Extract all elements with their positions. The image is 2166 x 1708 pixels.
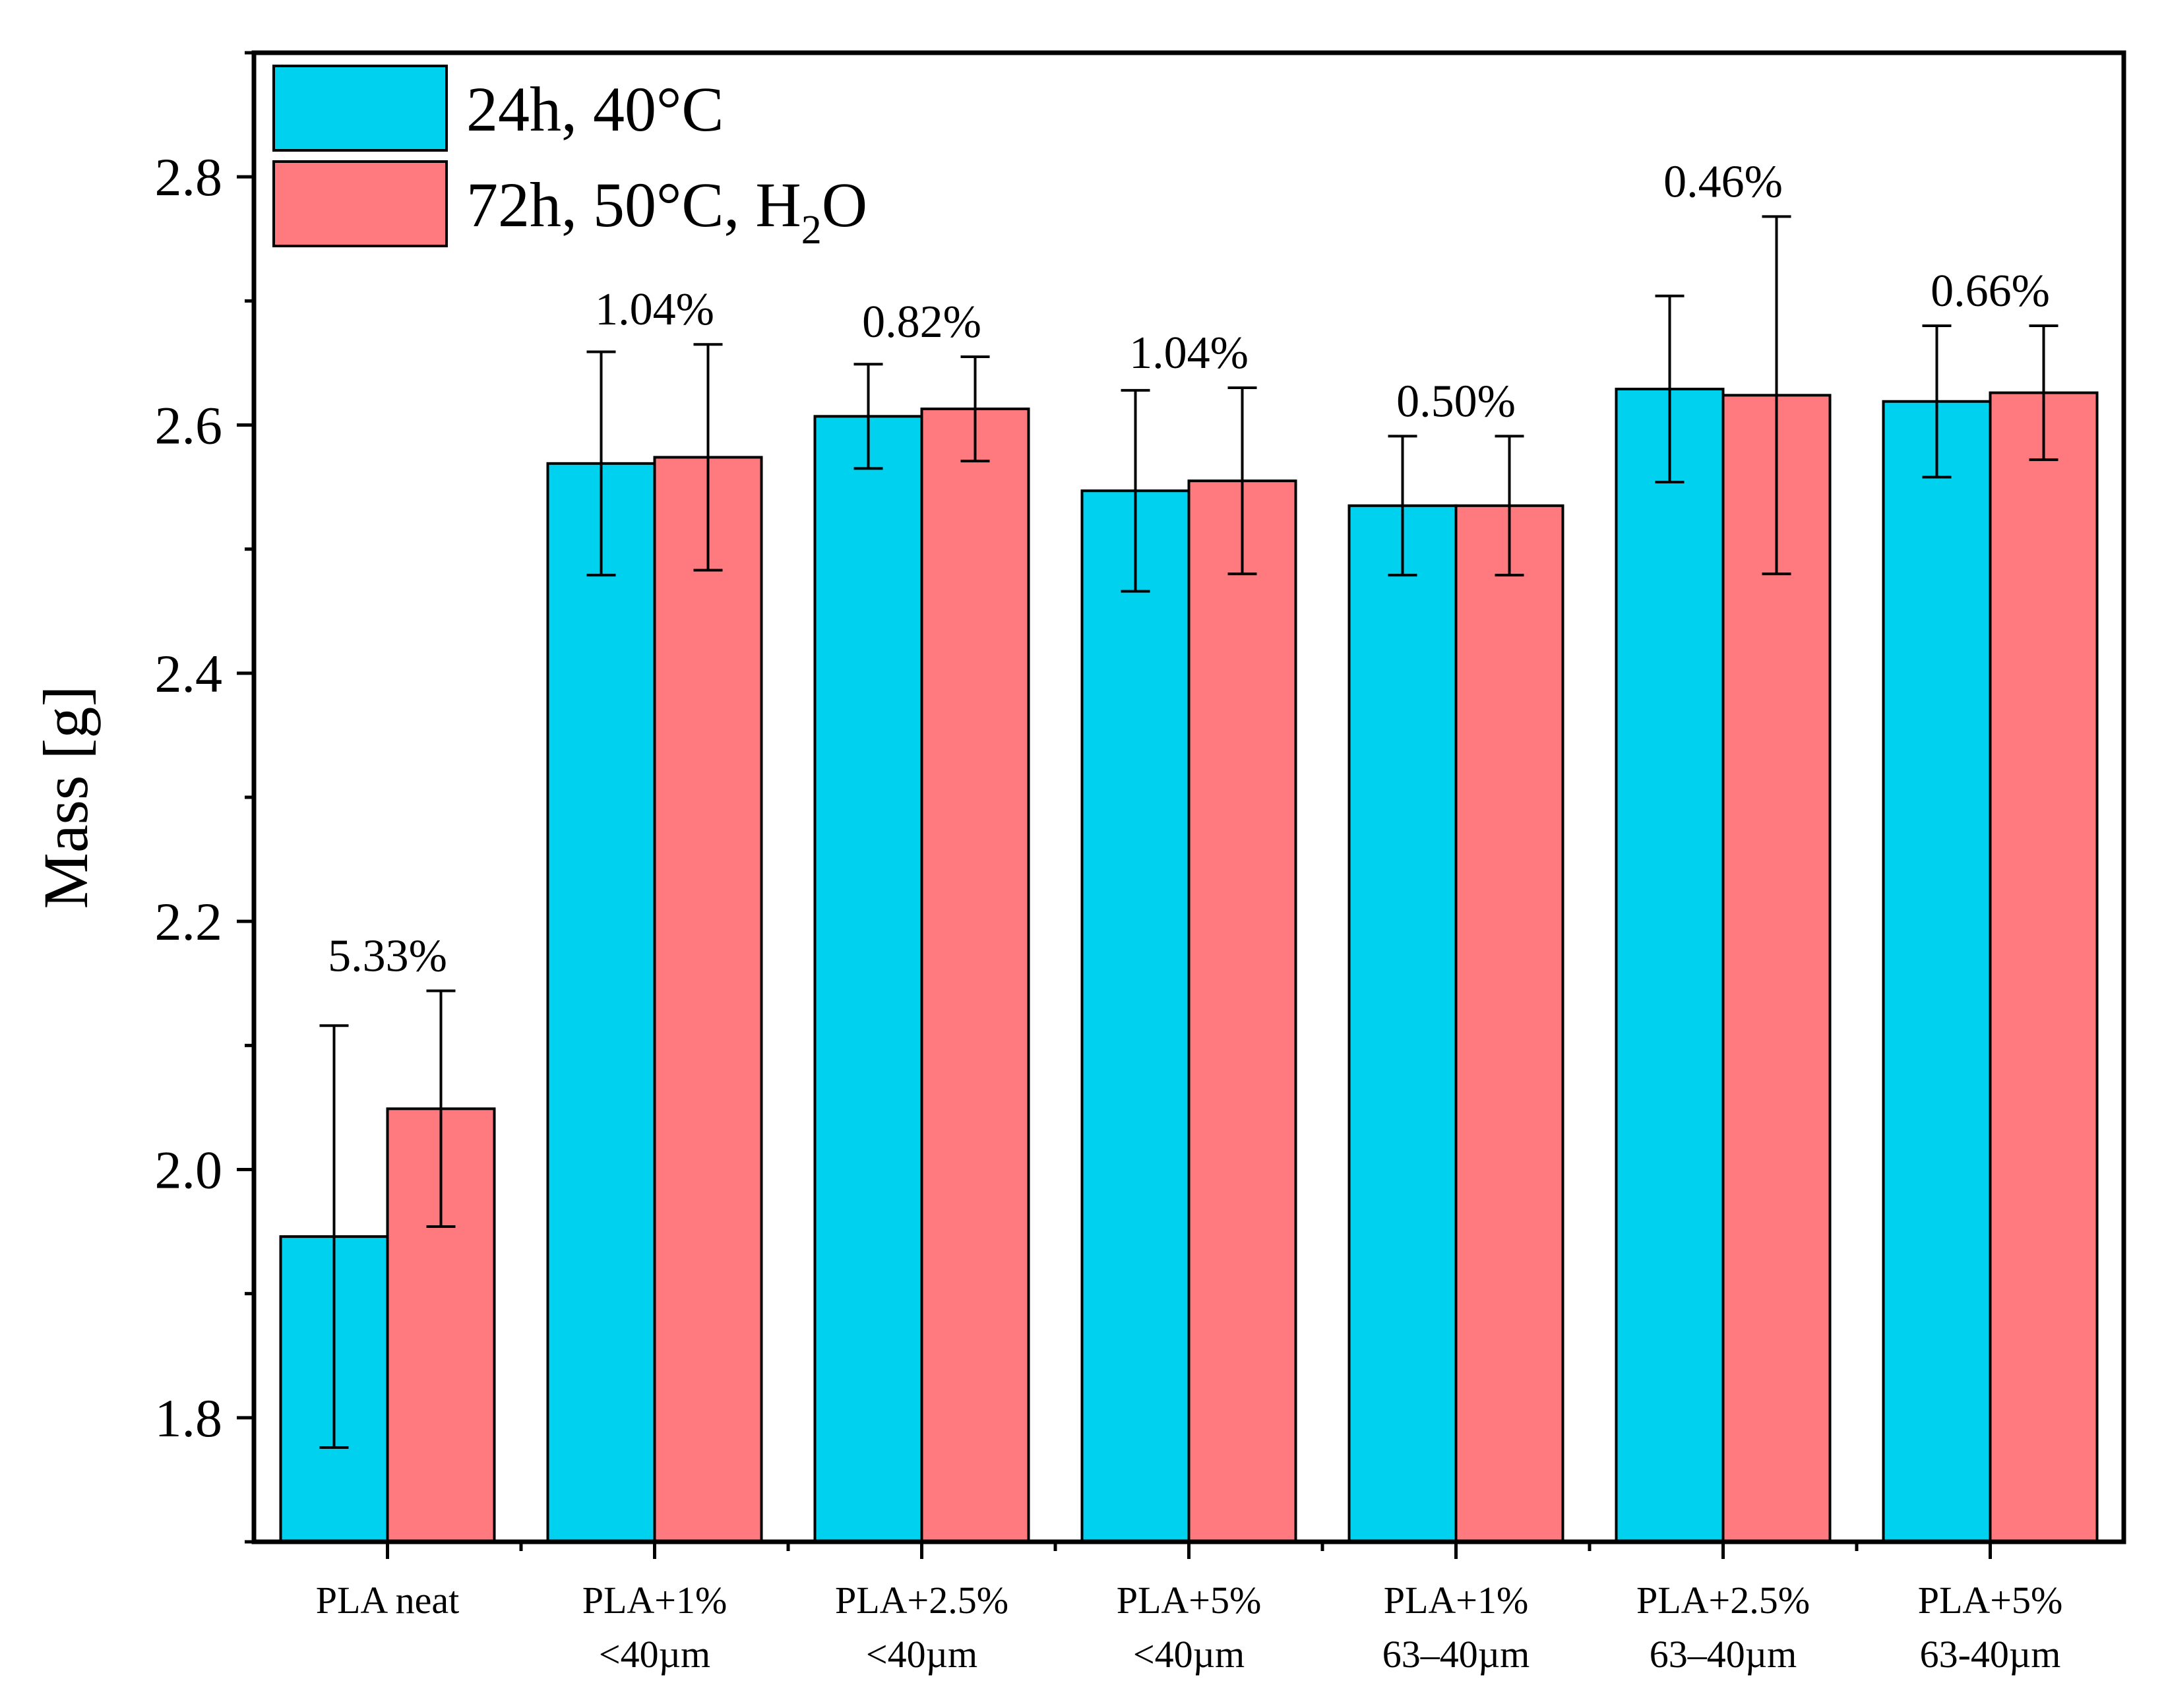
bar (1454, 504, 1564, 1543)
error-bars-layer (319, 215, 2058, 1449)
bar (1989, 391, 2099, 1543)
x-tick-label: PLA+5% (1918, 1579, 2063, 1622)
bar (813, 415, 923, 1543)
y-tick-label: 2.0 (155, 1140, 223, 1200)
legend-swatch (272, 160, 448, 247)
y-tick-label: 2.6 (155, 396, 223, 456)
percent-change-label: 0.82% (862, 297, 981, 348)
y-tick-label: 2.4 (155, 644, 223, 704)
legend-swatch (272, 65, 448, 152)
percent-labels-layer: 5.33% 1.04% 0.82% 1.04% 0.50% 0.46% 0.66% (328, 156, 2050, 981)
x-tick-label: 63–40µm (1650, 1633, 1797, 1676)
legend-label: 72h, 50°C, H2O (466, 169, 867, 253)
y-tick-label: 2.8 (155, 147, 223, 207)
x-tick-label: 63–40µm (1382, 1633, 1530, 1676)
legend-label: 24h, 40°C (466, 74, 724, 144)
bar (546, 462, 656, 1543)
legend: 24h, 40°C 72h, 50°C, H2O (272, 65, 867, 253)
axes-layer: 1.8 2.0 2.2 2.4 2.6 2.8 PLA neat PLA+1% <40µm PLA… (155, 51, 2063, 1676)
x-tick-label: PLA+5% (1117, 1579, 1262, 1622)
percent-change-label: 0.50% (1396, 376, 1516, 427)
x-tick-label: <40µm (599, 1633, 710, 1676)
x-tick-label: PLA+1% (582, 1579, 727, 1622)
percent-change-label: 5.33% (328, 931, 447, 982)
x-tick-label: <40µm (866, 1633, 977, 1676)
percent-change-label: 0.46% (1663, 156, 1783, 207)
percent-change-label: 0.66% (1931, 266, 2050, 317)
bar (1882, 400, 1992, 1544)
bar (1721, 394, 1832, 1544)
bar (1187, 479, 1297, 1543)
x-tick-label: PLA+2.5% (835, 1579, 1008, 1622)
x-tick-label: 63-40µm (1920, 1633, 2061, 1676)
x-tick-label: <40µm (1133, 1633, 1245, 1676)
bar (920, 408, 1030, 1543)
bar (653, 456, 763, 1543)
bars-layer (279, 387, 2099, 1544)
bar (1615, 387, 1725, 1543)
bar (1347, 504, 1458, 1543)
x-tick-label: PLA neat (316, 1579, 459, 1622)
y-tick-label: 2.2 (155, 892, 223, 952)
percent-change-label: 1.04% (1129, 328, 1249, 379)
percent-change-label: 1.04% (595, 284, 714, 335)
y-tick-label: 1.8 (155, 1388, 223, 1448)
x-tick-label: PLA+2.5% (1636, 1579, 1810, 1622)
y-axis-title: Mass [g] (30, 686, 101, 909)
bar (1080, 489, 1191, 1543)
x-tick-label: PLA+1% (1384, 1579, 1529, 1622)
